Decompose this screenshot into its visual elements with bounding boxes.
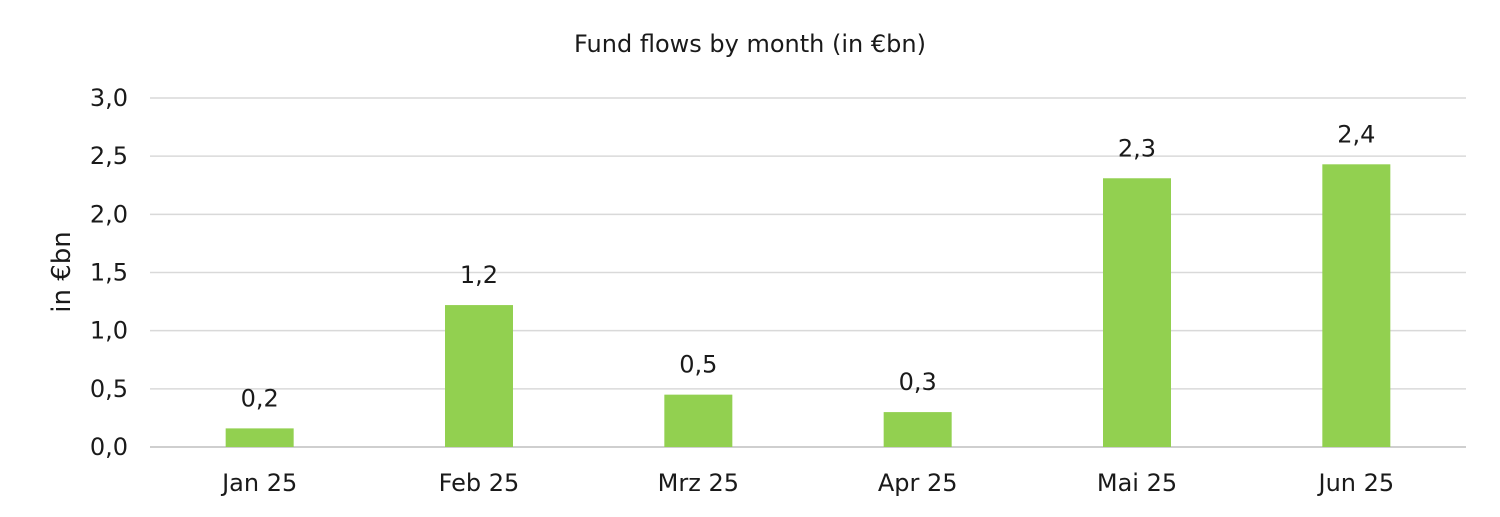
data-label: 0,5	[679, 351, 717, 379]
y-tick-label: 0,0	[90, 433, 128, 461]
data-label: 0,3	[899, 368, 937, 396]
y-tick-label: 1,0	[90, 317, 128, 345]
bar	[1322, 164, 1391, 447]
y-tick-label: 1,5	[90, 259, 128, 287]
data-labels: 0,2 1,2 0,5 0,3 2,3 2,4	[241, 120, 1376, 412]
data-label: 0,2	[241, 384, 279, 412]
chart-title: Fund flows by month (in €bn)	[574, 30, 926, 58]
bar	[225, 428, 294, 447]
y-tick-label: 2,0	[90, 200, 128, 228]
bar	[883, 412, 952, 447]
bars	[225, 164, 1391, 447]
bar	[664, 394, 733, 447]
y-tick-label: 0,5	[90, 375, 128, 403]
bar	[1103, 178, 1171, 447]
y-axis-label: in €bn	[47, 231, 77, 313]
x-tick-label: Jan 25	[220, 469, 297, 497]
data-label: 1,2	[460, 261, 498, 289]
data-label: 2,4	[1337, 120, 1375, 148]
y-tick-label: 3,0	[90, 84, 128, 112]
bar	[445, 305, 513, 447]
x-tick-label: Apr 25	[878, 469, 958, 497]
x-axis-ticks: Jan 25 Feb 25 Mrz 25 Apr 25 Mai 25 Jun 25	[220, 469, 1394, 497]
y-axis-ticks: 0,0 0,5 1,0 1,5 2,0 2,5 3,0	[90, 84, 128, 461]
y-tick-label: 2,5	[90, 142, 128, 170]
gridlines	[150, 97, 1466, 448]
data-label: 2,3	[1118, 134, 1156, 162]
x-tick-label: Feb 25	[439, 469, 520, 497]
x-tick-label: Mai 25	[1097, 469, 1177, 497]
x-tick-label: Mrz 25	[658, 469, 739, 497]
x-tick-label: Jun 25	[1316, 469, 1394, 497]
